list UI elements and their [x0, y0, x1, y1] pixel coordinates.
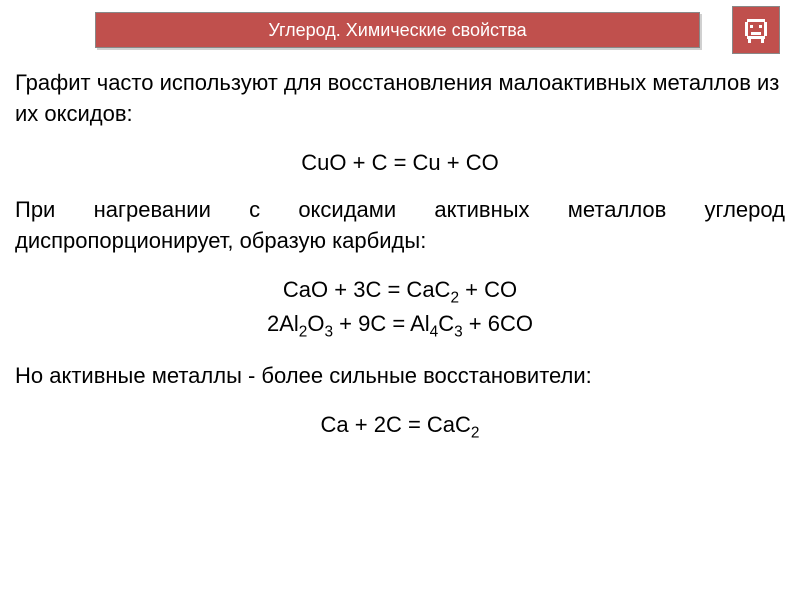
eq2-sub4: 4 [430, 323, 439, 340]
header-bar: Углерод. Химические свойства [95, 12, 700, 48]
logo-box [732, 6, 780, 54]
header-title: Углерод. Химические свойства [268, 20, 526, 41]
content-area: Графит часто используют для восстановлен… [15, 68, 785, 585]
eq2-line2-start: 2Al [267, 311, 299, 336]
eq2-line2-end: + 6CO [463, 311, 533, 336]
paragraph-3: Но активные металлы - более сильные восс… [15, 361, 785, 392]
eq3-start: Ca + 2C = CaC [321, 412, 471, 437]
eq2-sub1: 2 [450, 289, 459, 306]
eq2-line2-mid3: C [438, 311, 454, 336]
equation-2: CaO + 3C = CaC2 + CO 2Al2O3 + 9C = Al4C3… [15, 275, 785, 343]
eq2-line2-mid1: O [307, 311, 324, 336]
pixel-face-icon [741, 15, 771, 45]
eq2-sub5: 3 [454, 323, 463, 340]
eq2-line2-mid2: + 9C = Al [333, 311, 430, 336]
eq2-line1-part1: CaO + 3C = CaC [283, 277, 451, 302]
paragraph-2: При нагревании с оксидами активных метал… [15, 195, 785, 257]
intro-paragraph: Графит часто используют для восстановлен… [15, 68, 785, 130]
equation-3: Ca + 2C = CaC2 [15, 410, 785, 444]
equation-1: CuO + C = Cu + CO [15, 148, 785, 178]
eq2-sub3: 3 [324, 323, 333, 340]
eq2-line1-end: + CO [459, 277, 517, 302]
eq3-sub: 2 [471, 424, 480, 441]
